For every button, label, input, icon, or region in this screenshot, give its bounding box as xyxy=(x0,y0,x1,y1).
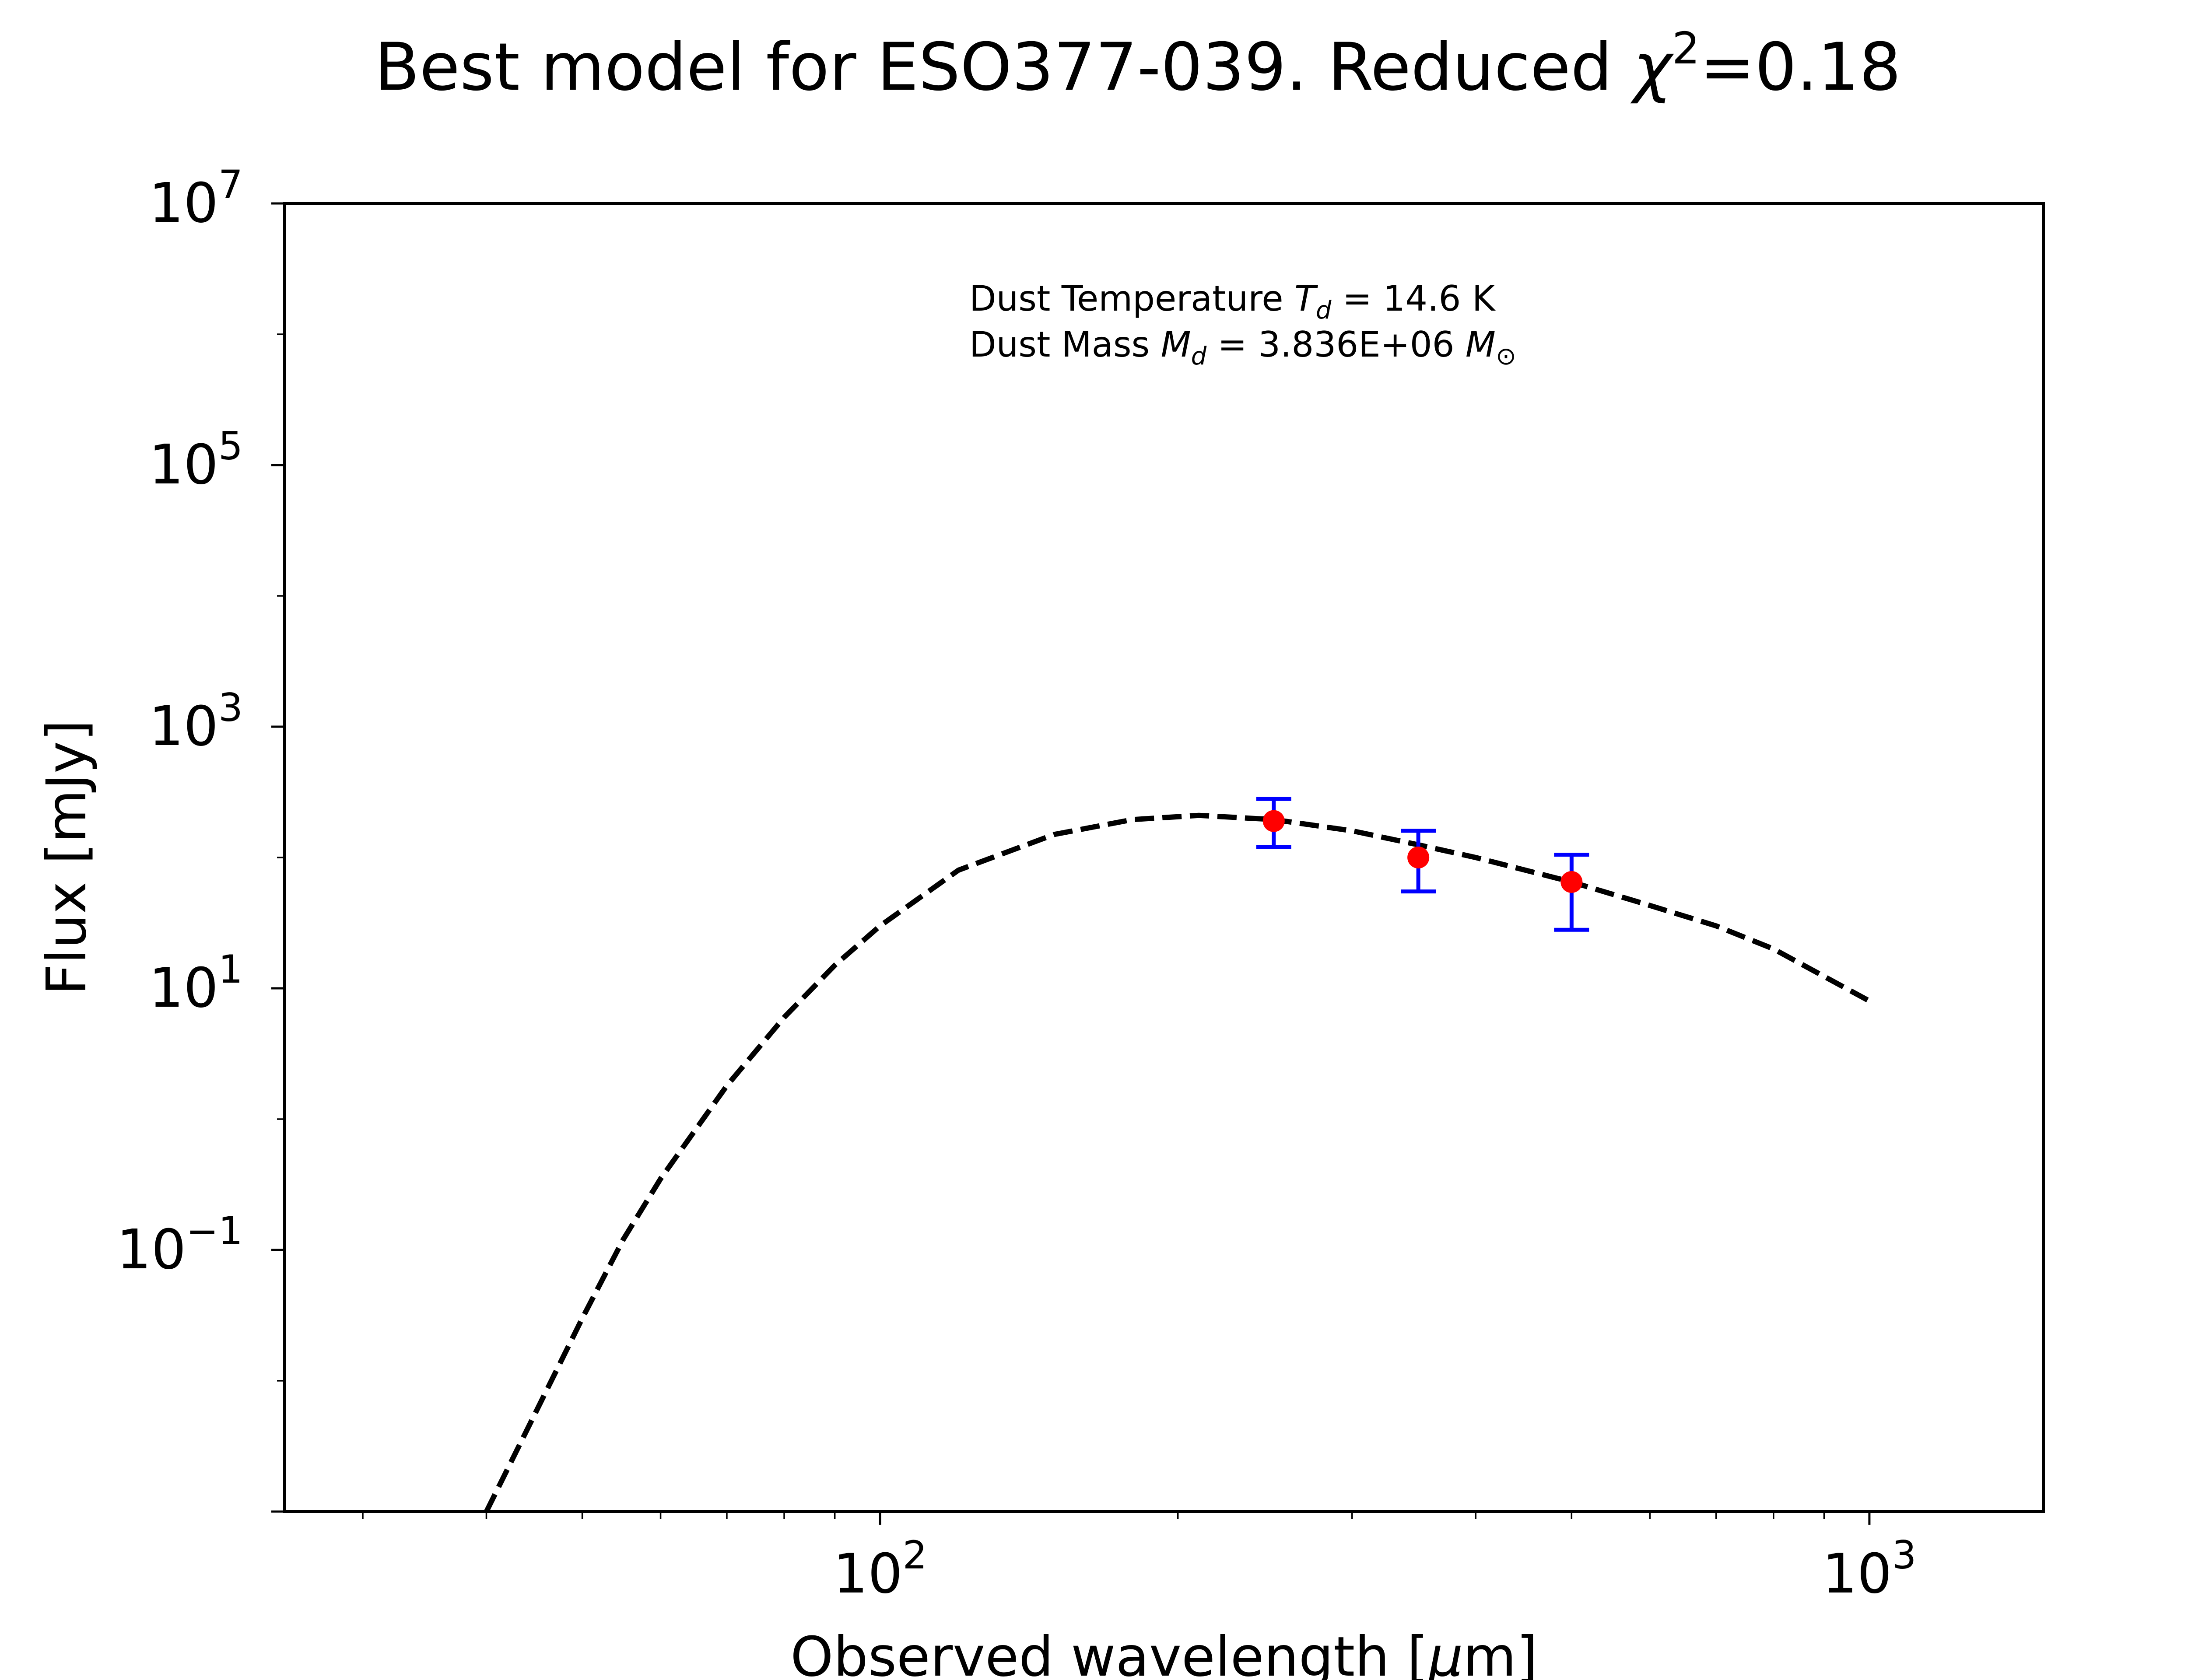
x-tick-label: 102 xyxy=(833,1533,927,1606)
x-axis-label: Observed wavelength [μm] xyxy=(790,1625,1538,1680)
model-curve xyxy=(484,812,1871,1512)
y-tick-label: 101 xyxy=(149,947,243,1020)
annotation-mass: Dust Mass Md = 3.836E+06 M⊙ xyxy=(969,324,1516,371)
y-tick-label: 105 xyxy=(149,424,243,497)
y-axis-label: Flux [mJy] xyxy=(35,720,98,995)
x-tick-label: 103 xyxy=(1822,1533,1916,1606)
data-marker xyxy=(1262,810,1285,832)
y-tick-label: 10−1 xyxy=(116,1208,243,1281)
data-marker xyxy=(1407,847,1430,868)
chart-title: Best model for ESO377-039. Reduced χ2=0.… xyxy=(375,23,1901,105)
data-point-3 xyxy=(1554,853,1589,932)
model-curve-layer xyxy=(484,812,1871,1512)
data-point-1 xyxy=(1256,797,1291,849)
data-point-2 xyxy=(1401,829,1436,894)
annotation-temperature: Dust Temperature Td = 14.6 K xyxy=(969,278,1496,325)
y-tick-label: 103 xyxy=(149,685,243,758)
x-axis: 102 103 xyxy=(362,1512,1916,1606)
y-axis: 10−1 101 103 105 107 xyxy=(116,162,284,1513)
data-marker xyxy=(1560,871,1583,893)
y-tick-label: 107 xyxy=(149,162,243,235)
fit-annotation: Dust Temperature Td = 14.6 K Dust Mass M… xyxy=(969,278,1516,371)
observations-layer xyxy=(1256,797,1589,932)
